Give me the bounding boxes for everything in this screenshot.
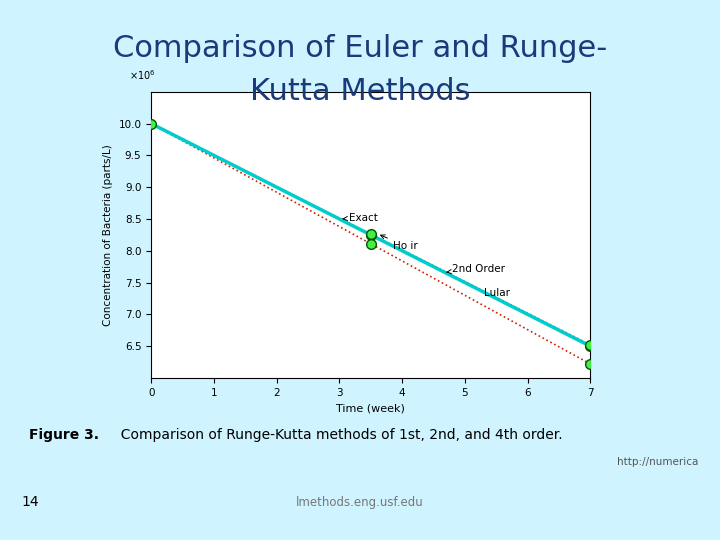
Text: $\times10^6$: $\times10^6$ bbox=[130, 69, 156, 83]
Text: http://numerica: http://numerica bbox=[617, 457, 698, 467]
Text: Comparison of Runge-Kutta methods of 1st, 2nd, and 4th order.: Comparison of Runge-Kutta methods of 1st… bbox=[112, 428, 562, 442]
Text: Comparison of Euler and Runge-: Comparison of Euler and Runge- bbox=[113, 34, 607, 63]
Text: Ho ir: Ho ir bbox=[381, 235, 418, 251]
Text: 2nd Order: 2nd Order bbox=[446, 264, 505, 274]
Text: 14: 14 bbox=[22, 495, 39, 509]
Text: lmethods.eng.usf.edu: lmethods.eng.usf.edu bbox=[296, 496, 424, 509]
Text: Exact: Exact bbox=[343, 213, 378, 222]
X-axis label: Time (week): Time (week) bbox=[336, 403, 405, 413]
Text: Kutta Methods: Kutta Methods bbox=[250, 77, 470, 106]
Text: Figure 3.: Figure 3. bbox=[29, 428, 99, 442]
Y-axis label: Concentration of Bacteria (parts/L): Concentration of Bacteria (parts/L) bbox=[103, 144, 113, 326]
Text: Lular: Lular bbox=[484, 288, 510, 299]
